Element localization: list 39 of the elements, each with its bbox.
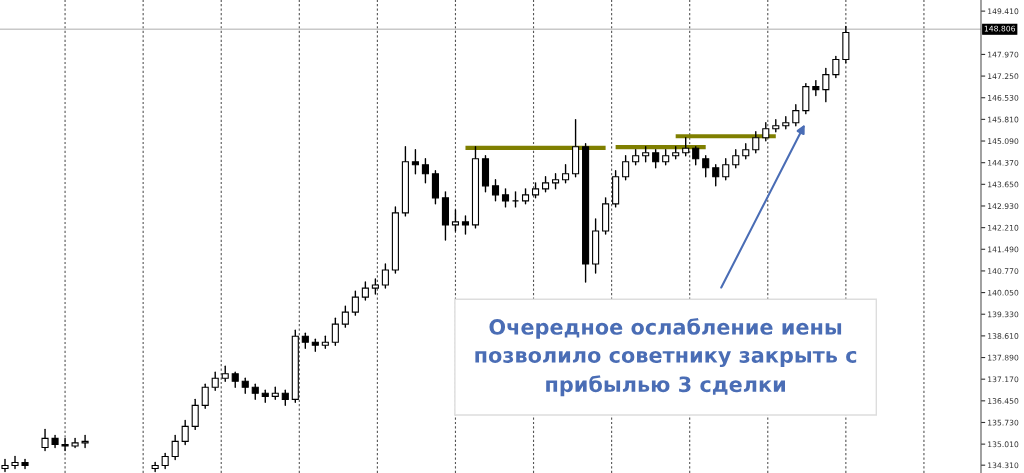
candlestick bbox=[1, 458, 9, 473]
candlestick bbox=[151, 461, 159, 473]
candlestick bbox=[752, 131, 760, 154]
candlestick bbox=[381, 263, 389, 289]
candlestick bbox=[191, 398, 199, 431]
candlestick bbox=[21, 458, 29, 470]
candlestick bbox=[732, 149, 740, 169]
candlestick bbox=[11, 455, 19, 470]
candlestick bbox=[201, 383, 209, 410]
candlestick bbox=[702, 155, 710, 178]
candlestick bbox=[792, 103, 800, 127]
candlestick bbox=[81, 434, 89, 449]
candlestick bbox=[211, 371, 219, 392]
candlestick bbox=[682, 137, 690, 157]
candlestick bbox=[341, 305, 349, 328]
candlestick bbox=[692, 146, 700, 166]
candlestick bbox=[501, 188, 510, 208]
annotation: Очередное ослабление иены позволило советнику закрыть с прибылью 3 сделки bbox=[475, 318, 857, 397]
candlestick bbox=[722, 158, 730, 181]
candlestick bbox=[832, 55, 840, 79]
candlestick bbox=[361, 281, 369, 301]
candlestick bbox=[61, 437, 69, 452]
candlestick bbox=[331, 317, 339, 346]
candlestick bbox=[421, 158, 429, 184]
candlestick bbox=[451, 209, 460, 232]
candlestick bbox=[822, 67, 830, 103]
candlestick bbox=[411, 149, 419, 175]
candlestick bbox=[812, 79, 820, 97]
candlestick bbox=[652, 149, 660, 169]
candlestick bbox=[41, 428, 49, 452]
candlestick bbox=[712, 164, 720, 187]
candlestick bbox=[181, 419, 189, 446]
candlestick bbox=[762, 121, 770, 142]
candlestick bbox=[461, 215, 470, 235]
candlestick bbox=[622, 155, 630, 181]
candlestick bbox=[171, 434, 179, 461]
candlestick bbox=[491, 179, 500, 202]
candlestick bbox=[562, 164, 570, 184]
candlestick bbox=[351, 290, 359, 316]
